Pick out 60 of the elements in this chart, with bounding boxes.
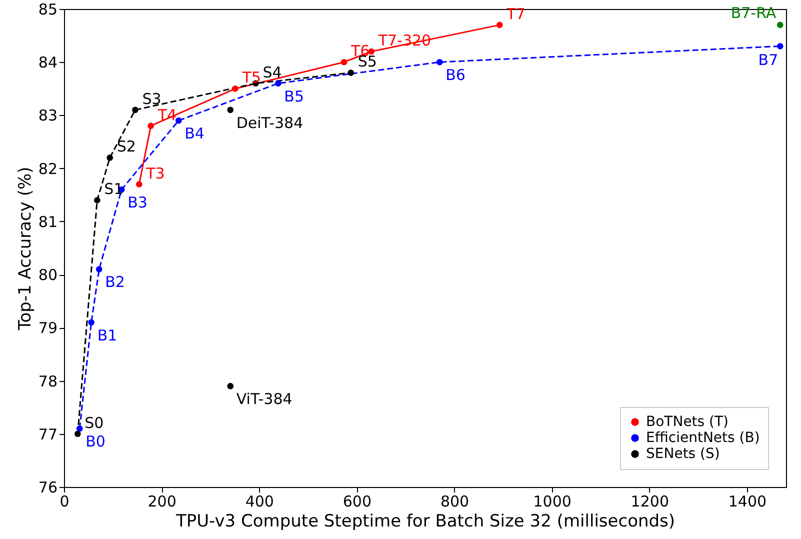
data-label: B2 — [105, 273, 125, 292]
point — [776, 43, 784, 50]
point — [96, 266, 102, 272]
y-axis-title: Top-1 Accuracy (%) — [15, 166, 36, 332]
data-label: S3 — [142, 90, 162, 108]
y-tick-label: 77 — [38, 425, 58, 444]
y-tick-label: 78 — [38, 372, 58, 390]
point — [227, 382, 234, 390]
y-tick-label: 79 — [38, 319, 58, 338]
point — [136, 181, 142, 188]
data-label: B1 — [97, 326, 118, 344]
legend-label: SENets (S) — [646, 446, 720, 462]
data-label: S4 — [262, 63, 282, 82]
y-tick-label: 85 — [38, 0, 58, 18]
data-label: B0 — [86, 432, 106, 451]
x-tick-label: 1200 — [630, 492, 669, 510]
data-label: B6 — [446, 66, 466, 84]
data-label: ViT-384 — [236, 390, 292, 408]
data-label: S2 — [116, 138, 136, 156]
y-tick-label: 76 — [38, 478, 58, 496]
point — [232, 86, 238, 92]
point — [227, 106, 234, 114]
point — [275, 80, 282, 87]
point — [94, 197, 100, 204]
x-tick-label: 0 — [60, 492, 70, 510]
data-label: B3 — [128, 194, 148, 212]
x-tick-label: 200 — [148, 492, 176, 510]
point — [76, 425, 83, 432]
legend-label: BoTNets (T) — [646, 414, 729, 430]
x-tick-label: 800 — [440, 492, 470, 510]
point — [175, 117, 182, 124]
point — [340, 58, 348, 66]
x-tick-label: 600 — [342, 492, 372, 510]
x-tick-label: 1400 — [728, 492, 767, 510]
point — [496, 22, 503, 28]
data-label: B5 — [284, 87, 304, 106]
point — [148, 122, 154, 129]
y-tick-label: 84 — [38, 54, 58, 72]
y-tick-label: 83 — [38, 106, 58, 125]
data-label: T5 — [241, 68, 261, 87]
y-tick-label: 80 — [38, 266, 58, 284]
x-axis-title: TPU-v3 Compute Steptime for Batch Size 32 (milliseconds) — [174, 512, 676, 532]
data-label: B7 — [758, 51, 778, 70]
point — [348, 70, 354, 76]
point — [776, 22, 784, 28]
legend-label: EfficientNets (B) — [646, 430, 760, 446]
point — [106, 154, 114, 161]
point — [132, 106, 138, 114]
x-tick-label: 1000 — [533, 492, 572, 510]
x-tick-label: 400 — [245, 492, 274, 510]
y-tick-label: 82 — [38, 160, 58, 178]
point — [88, 319, 94, 326]
data-label: T7 — [506, 4, 526, 23]
data-label: DeiT-384 — [236, 114, 304, 132]
data-label: T3 — [145, 164, 165, 182]
point — [74, 430, 81, 438]
data-label: B4 — [184, 124, 204, 143]
y-tick-label: 81 — [38, 212, 58, 231]
data-label: S0 — [84, 414, 104, 432]
point — [436, 58, 443, 66]
